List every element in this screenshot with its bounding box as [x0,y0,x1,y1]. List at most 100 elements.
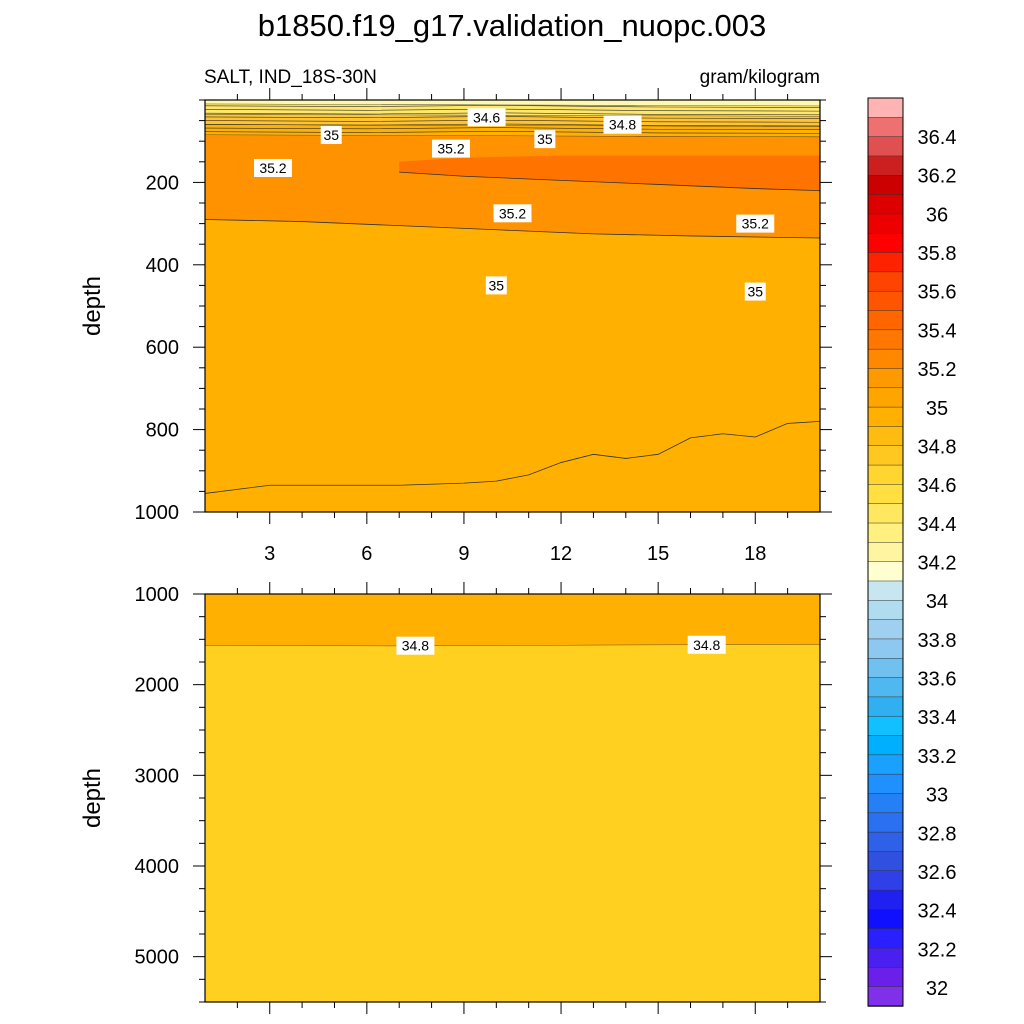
y-tick-label: 600 [146,337,179,359]
colorbar-swatch [867,812,904,833]
colorbar-swatch [867,232,904,254]
colorbar-label: 34.6 [918,475,957,497]
colorbar-swatch [867,696,904,717]
colorbar-swatch [867,194,904,215]
contour-line-4 [205,219,820,239]
colorbar-swatch [867,561,904,582]
contour-label: 34.8 [396,636,435,655]
colorbar-swatch [867,329,904,350]
lower-y-axis-label: depth [79,768,106,828]
y-tick-label: 5000 [135,947,180,969]
contour-label: 35 [744,282,766,301]
contour-label: 34.6 [467,108,506,127]
contour-label: 35.2 [493,204,532,223]
colorbar-label: 34 [926,591,948,613]
colorbar-label: 33.4 [918,707,957,729]
colorbar-swatch [867,387,904,408]
contour-label: 35.2 [432,139,470,158]
x-tick-label: 18 [744,543,766,565]
colorbar-swatch [867,909,904,930]
colorbar-swatch [867,986,904,1007]
contour-label-text: 35 [489,277,505,293]
colorbar-swatch [867,542,904,563]
contour-line-6 [205,420,820,494]
colorbar-label: 36.2 [918,166,957,188]
contour-label: 34.8 [687,635,726,654]
colorbar: 36.4 36.2 36 35.8 35.6 35.4 35.2 35 34.8 34.6 34.4… [867,97,957,1007]
x-tick-label: 9 [458,543,469,565]
colorbar-swatch [867,406,904,428]
upper-left-label: SALT, IND_18S-30N [204,67,377,88]
colorbar-label: 35.6 [918,282,957,304]
colorbar-label: 35 [926,398,948,420]
upper-y-axis-label: depth [79,276,106,336]
lower-contour-panel: 34.8 34.8 1000 2000 3000 4000 5000 [135,582,832,1014]
upper-contour-panel: 34.6 34.8 35 35 35.2 35.2 35.2 35.2 35 35 3 6 9 12 15 1… [135,88,832,565]
contour-line-near-surface [205,127,820,130]
colorbar-swatch [867,290,904,312]
contour-label: 35.2 [253,158,292,177]
colorbar-swatch [867,213,904,234]
colorbar-label: 35.4 [918,320,957,342]
colorbar-swatch [867,271,904,292]
colorbar-label: 33.8 [918,630,957,652]
colorbar-swatch [867,851,904,872]
colorbar-swatch [867,136,904,157]
colorbar-label: 35.2 [918,359,957,381]
contour-label: 35 [534,130,556,149]
colorbar-swatch [867,715,904,737]
colorbar-label: 32.8 [918,823,957,845]
colorbar-swatch [867,870,904,891]
colorbar-label: 32.6 [918,862,957,884]
colorbar-swatch [867,754,904,775]
contour-label-text: 35.2 [437,141,464,157]
x-tick-label: 15 [647,543,669,565]
colorbar-swatch [867,155,904,177]
contour-label-text: 35 [323,127,339,143]
colorbar-swatch [867,348,904,370]
colorbar-label: 33.2 [918,746,957,768]
colorbar-swatch [867,426,904,447]
x-tick-label: 6 [361,543,372,565]
colorbar-label: 34.4 [918,514,957,536]
contour-label-text: 35.2 [259,160,286,176]
contour-label-text: 34.8 [609,117,636,133]
y-tick-label: 3000 [135,765,180,787]
figure-title: b1850.f19_g17.validation_nuopc.003 [258,8,767,43]
colorbar-label: 36 [926,204,948,226]
colorbar-swatch [867,658,904,679]
contour-label-text: 34.8 [693,637,720,653]
contour-region-5 [399,155,820,191]
contour-label-text: 35.2 [742,216,769,232]
contour-label: 34.8 [603,115,642,134]
contour-label-text: 35 [537,131,553,147]
colorbar-swatch [867,464,904,486]
x-tick-label: 12 [550,543,572,565]
colorbar-swatch [867,445,904,466]
y-tick-label: 400 [146,255,179,277]
contour-label: 35 [485,276,507,295]
colorbar-label: 32.4 [918,901,957,923]
colorbar-swatch [867,619,904,640]
colorbar-swatch [867,677,904,698]
colorbar-frame [867,97,904,1007]
colorbar-swatch [867,252,904,273]
upper-right-label: gram/kilogram [700,67,820,88]
colorbar-label: 34.8 [918,436,957,458]
colorbar-label: 32.2 [918,939,957,961]
colorbar-swatch [867,889,904,911]
colorbar-swatch [867,793,904,814]
colorbar-swatch [867,175,904,196]
colorbar-label: 33.6 [918,669,957,691]
contour-region-3 [205,124,820,138]
y-tick-label: 1000 [135,502,180,524]
contour-region-6 [205,277,820,494]
colorbar-swatch [867,117,904,138]
contour-line-5 [399,171,820,192]
colorbar-swatch [867,97,904,119]
colorbar-swatch [867,735,904,756]
contour-label-text: 35 [747,284,763,300]
contour-label-text: 34.6 [473,109,500,125]
contour-label-text: 35.2 [499,205,526,221]
